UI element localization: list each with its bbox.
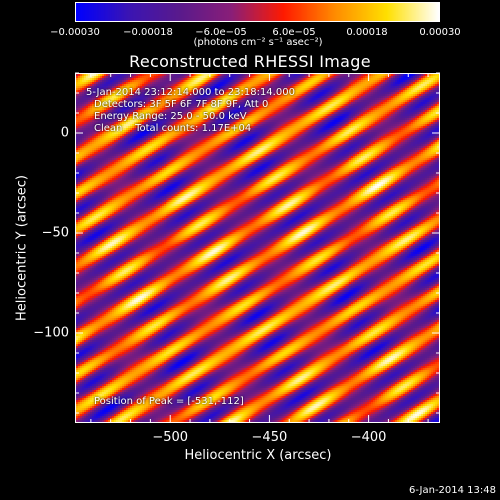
y-tick-label: −100 xyxy=(33,325,69,341)
colorbar-tick-label: −0.00030 xyxy=(50,27,100,38)
y-tick-label: 0 xyxy=(60,125,69,141)
colorbar-tick-label: 6.0e−05 xyxy=(272,27,316,38)
y-axis-label: Heliocentric Y (arcsec) xyxy=(14,175,30,321)
annotation-detectors: Detectors: 3F 5F 6F 7F 8F 9F, Att 0 xyxy=(94,99,269,110)
annotation-method: Clean Total counts: 1.17E+04 xyxy=(94,123,252,134)
colorbar-tick-label: −0.00018 xyxy=(123,27,173,38)
plot-area: 5-Jan-2014 23:12:14.000 to 23:18:14.000 … xyxy=(75,73,440,423)
colorbar-tick-label: 0.00018 xyxy=(346,27,388,38)
colorbar-gradient xyxy=(75,2,440,22)
annotation-energy: Energy Range: 25.0 - 50.0 keV xyxy=(94,111,247,122)
x-axis-label: Heliocentric X (arcsec) xyxy=(184,448,332,463)
annotation-peak-position: Position of Peak = [-531,-112] xyxy=(94,396,244,407)
y-tick-label: −50 xyxy=(41,225,69,241)
chart-title: Reconstructed RHESSI Image xyxy=(129,52,371,71)
colorbar-tick-label: −6.0e−05 xyxy=(195,27,247,38)
footer-timestamp: 6-Jan-2014 13:48 xyxy=(409,485,496,496)
colorbar-units-label: (photons cm⁻² s⁻¹ asec⁻²) xyxy=(193,37,323,48)
x-tick-label: −450 xyxy=(251,430,288,445)
x-tick-label: −400 xyxy=(350,430,387,445)
colorbar xyxy=(75,2,440,22)
annotation-time-range: 5-Jan-2014 23:12:14.000 to 23:18:14.000 xyxy=(86,87,295,98)
colorbar-tick-label: 0.00030 xyxy=(419,27,461,38)
heatmap-image xyxy=(76,74,439,422)
x-tick-label: −500 xyxy=(152,430,189,445)
